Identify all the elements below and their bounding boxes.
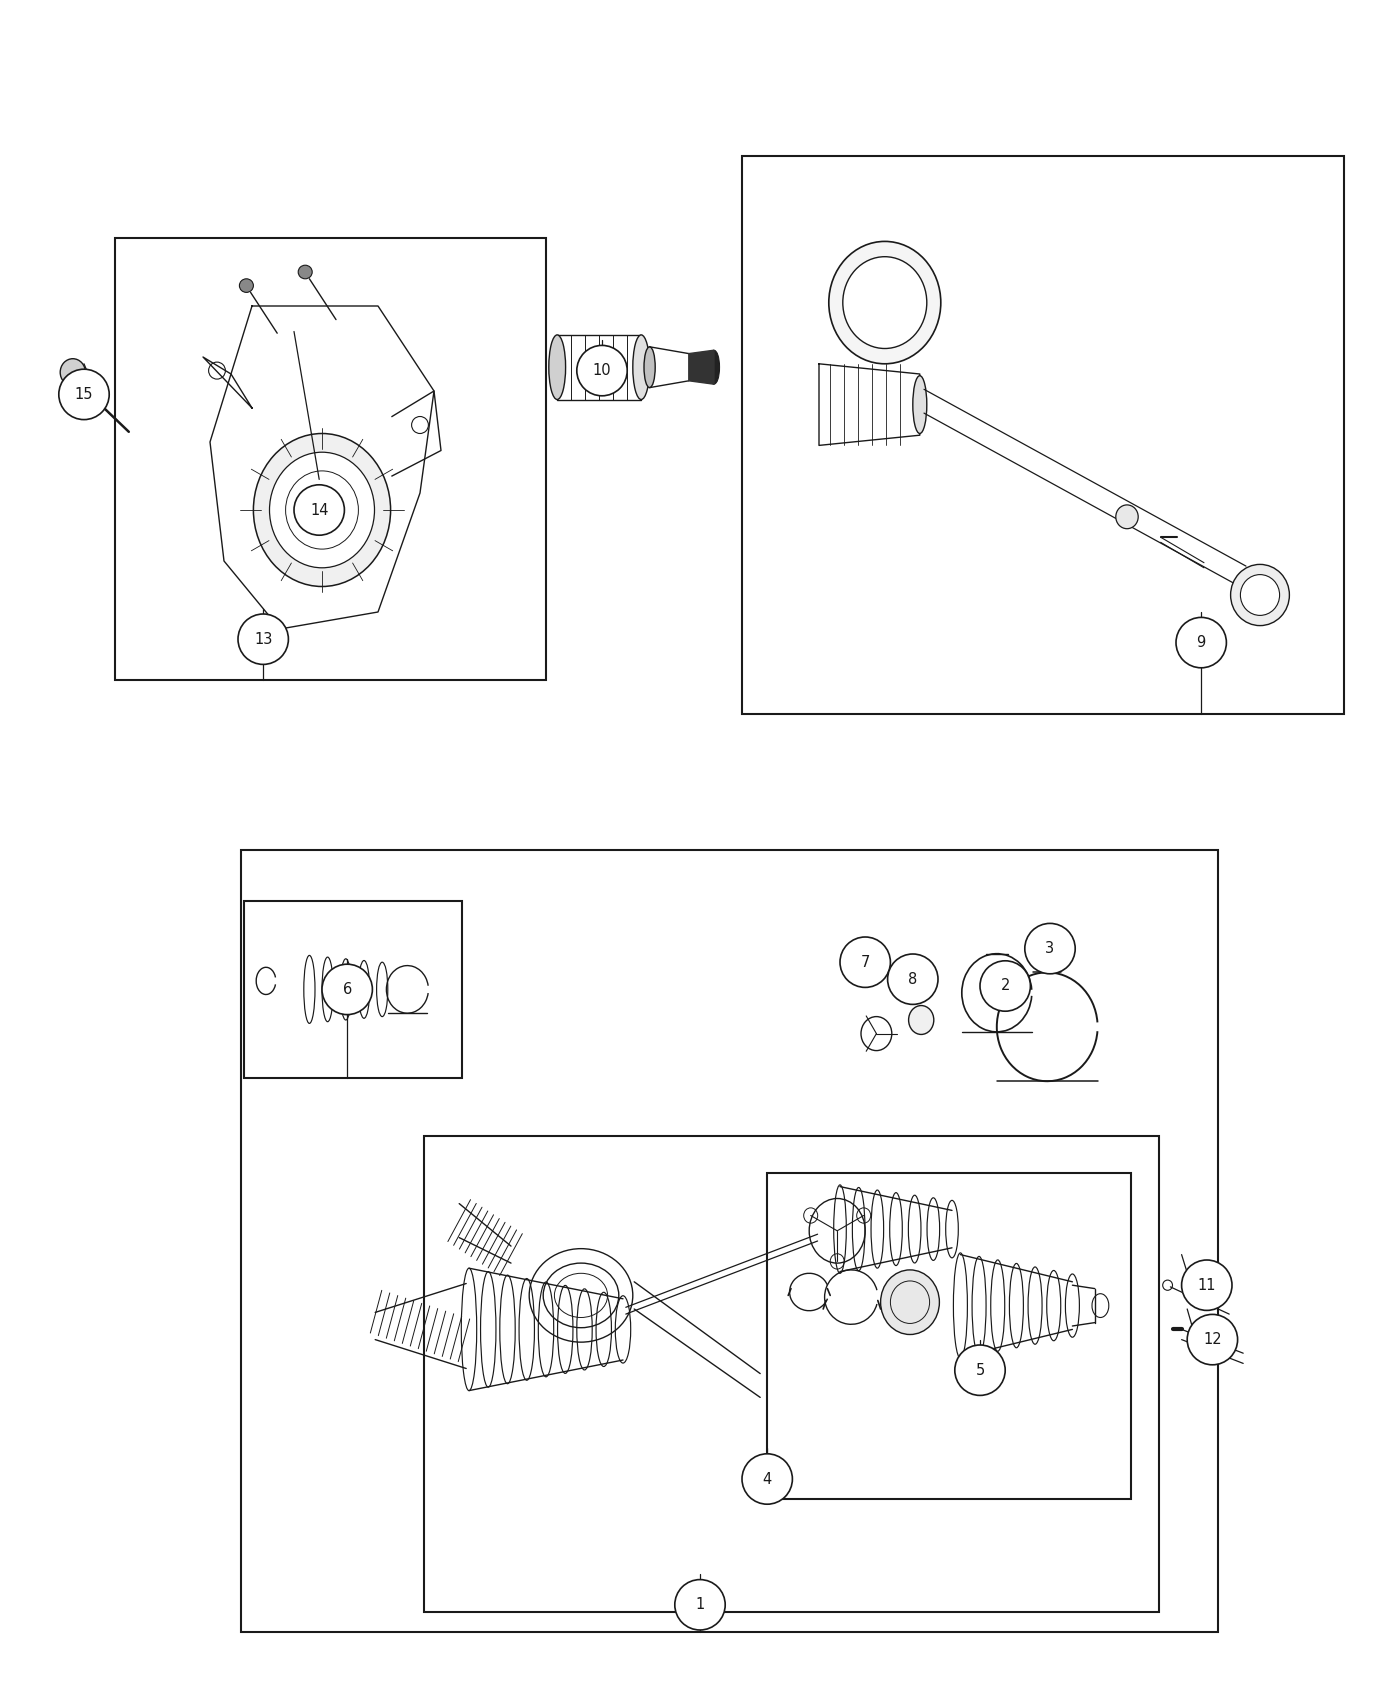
Circle shape xyxy=(742,1454,792,1504)
Circle shape xyxy=(322,964,372,1015)
Ellipse shape xyxy=(549,335,566,400)
Circle shape xyxy=(955,1345,1005,1396)
Text: 10: 10 xyxy=(592,364,612,377)
Ellipse shape xyxy=(633,335,650,400)
Ellipse shape xyxy=(60,359,85,386)
Text: 1: 1 xyxy=(696,1598,704,1612)
Circle shape xyxy=(888,954,938,1005)
Ellipse shape xyxy=(913,376,927,434)
Circle shape xyxy=(1182,1260,1232,1311)
Text: 14: 14 xyxy=(309,503,329,517)
Bar xyxy=(742,156,1344,714)
Bar xyxy=(767,1173,1131,1499)
Ellipse shape xyxy=(1231,564,1289,626)
Circle shape xyxy=(840,937,890,988)
Text: 7: 7 xyxy=(861,955,869,969)
Circle shape xyxy=(1025,923,1075,974)
Polygon shape xyxy=(689,350,714,384)
Circle shape xyxy=(238,614,288,665)
Ellipse shape xyxy=(253,434,391,586)
Text: 6: 6 xyxy=(343,983,351,996)
Text: 9: 9 xyxy=(1197,636,1205,649)
Text: 15: 15 xyxy=(74,388,94,401)
Circle shape xyxy=(675,1579,725,1630)
Text: 11: 11 xyxy=(1197,1278,1217,1292)
Text: 3: 3 xyxy=(1046,942,1054,955)
Bar xyxy=(424,1136,1159,1612)
Ellipse shape xyxy=(298,265,312,279)
Circle shape xyxy=(1176,617,1226,668)
Circle shape xyxy=(59,369,109,420)
Ellipse shape xyxy=(843,257,927,348)
Text: 13: 13 xyxy=(253,632,273,646)
Ellipse shape xyxy=(239,279,253,292)
Ellipse shape xyxy=(708,350,720,384)
Text: 12: 12 xyxy=(1203,1333,1222,1346)
Text: 4: 4 xyxy=(763,1472,771,1486)
Text: 5: 5 xyxy=(976,1363,984,1377)
Circle shape xyxy=(1187,1314,1238,1365)
Circle shape xyxy=(980,960,1030,1011)
Ellipse shape xyxy=(829,241,941,364)
Circle shape xyxy=(577,345,627,396)
Ellipse shape xyxy=(1240,575,1280,615)
Text: 2: 2 xyxy=(1001,979,1009,993)
Circle shape xyxy=(294,484,344,536)
Bar xyxy=(241,850,1218,1632)
Ellipse shape xyxy=(644,347,655,388)
Ellipse shape xyxy=(909,1006,934,1035)
Bar xyxy=(244,901,462,1078)
Ellipse shape xyxy=(269,452,375,568)
Ellipse shape xyxy=(881,1270,939,1335)
Text: 8: 8 xyxy=(909,972,917,986)
Ellipse shape xyxy=(1116,505,1138,529)
Bar xyxy=(115,238,546,680)
